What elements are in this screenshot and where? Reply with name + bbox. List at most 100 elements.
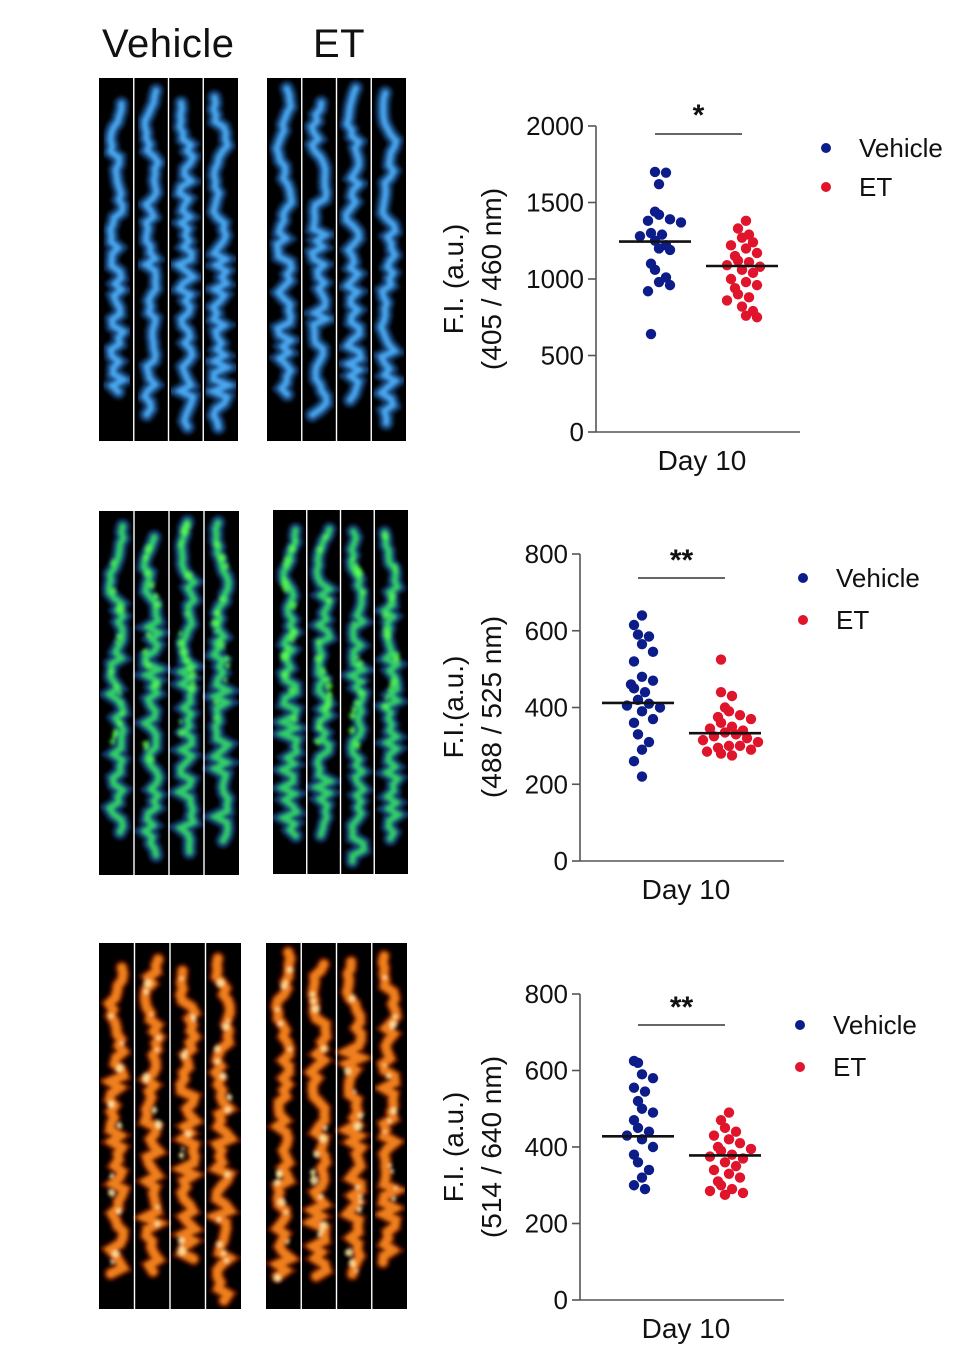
tubule-strip [336,524,378,869]
vehicle-data-point [647,1141,659,1153]
vehicle-data-point [636,1069,648,1080]
et-data-point [736,232,748,243]
vehicle-blue-image-panel [99,78,238,441]
legend-et-marker [798,615,808,625]
vehicle-data-point [647,1107,659,1118]
et-column-header: ET [313,22,366,66]
legend-vehicle-marker [795,1020,805,1030]
significance-label: ** [670,544,694,577]
tubule-strip [165,963,209,1267]
tubule-strip [198,515,239,849]
et-data-point [726,690,738,702]
et-data-point [704,723,716,734]
vehicle-data-point [643,736,655,748]
vehicle-data-point [628,1115,640,1126]
et-blue-image-panel [267,78,406,441]
et-data-point [747,267,759,279]
y-axis-label-units: (514 / 640 nm) [476,1056,507,1238]
tubule-strip [273,522,313,843]
et-data-point [701,746,713,757]
et-data-point [719,1157,731,1168]
et-data-point [751,312,763,323]
et-data-point [745,713,757,725]
vehicle-data-point [632,1057,644,1069]
tubule-strip [99,518,134,840]
legend-et-label: ET [833,1052,866,1082]
et-data-point [697,734,709,746]
vehicle-data-point [636,744,648,755]
legend-vehicle-marker [798,573,808,583]
et-data-point [740,276,752,288]
y-tick-label: 0 [554,846,568,876]
vehicle-data-point [675,217,687,228]
tubule-strip [369,85,406,431]
vehicle-data-point [664,244,676,256]
vehicle-data-point [636,638,648,650]
et-data-point [740,310,752,321]
tubule-strip [195,90,238,435]
et-data-point [726,1183,738,1195]
vehicle-data-point [632,1122,644,1134]
vehicle-data-point [653,276,665,288]
vehicle-data-point [636,706,648,717]
tubule-strip [300,522,346,843]
vehicle-data-point [645,227,657,239]
vehicle-data-point [647,713,659,725]
et-data-point [721,295,733,306]
significance-label: * [693,99,705,132]
x-axis-label: Day 10 [642,1313,731,1344]
et-data-point [723,740,735,752]
et-data-point [745,744,757,755]
legend-et-marker [795,1062,805,1072]
tubule-strip [164,514,208,860]
vehicle-data-point [636,671,648,682]
et-data-point [726,721,738,732]
tubule-strip [371,525,408,846]
et-data-point [751,247,763,259]
tubule-strip [295,956,337,1284]
chart-514-640: 0 200 400 600 800 F.I. (a.u.) (514 / 640 nm) Da… [420,965,959,1365]
y-tick-label: 200 [525,769,568,799]
y-axis-label: F.I.(a.u.) [438,656,469,759]
et-data-point [725,273,737,285]
et-data-point [723,1168,735,1179]
vehicle-data-point [628,656,640,667]
vehicle-data-point [628,683,640,694]
et-data-point [736,301,748,312]
et-data-point [715,717,727,729]
et-orange-image-panel [266,943,407,1309]
et-data-point [747,237,759,248]
y-tick-label: 400 [525,693,568,723]
vehicle-data-point [639,1183,651,1195]
vehicle-data-point [653,209,665,220]
vehicle-data-point [645,328,657,340]
et-data-point [715,748,727,759]
et-data-point [730,1160,742,1172]
et-data-point [734,1137,746,1149]
tubule-strip [99,96,139,400]
vehicle-data-point [642,215,654,227]
et-data-point [745,1143,757,1155]
vehicle-data-point [647,1072,659,1084]
y-tick-label: 1500 [526,188,584,218]
vehicle-data-point [664,279,676,291]
et-data-point [743,292,755,303]
y-tick-label: 500 [541,341,584,371]
vehicle-data-point [649,166,661,178]
vehicle-data-point [628,756,640,767]
et-data-point [708,1130,720,1141]
et-data-point [734,709,746,721]
et-data-point [730,1126,742,1137]
tubule-strip [300,95,343,423]
tubule-strip [368,948,407,1270]
tubule-strip [199,951,241,1308]
y-axis-label-units: (488 / 525 nm) [476,616,507,798]
vehicle-data-point [628,1082,640,1093]
et-data-point [737,1187,749,1199]
et-data-point [726,750,738,761]
tubule-strip [99,960,134,1282]
y-tick-label: 400 [525,1132,568,1162]
vehicle-data-point [628,1149,640,1160]
chart-405-460: 0 500 1000 1500 2000 F.I. (a.u.) (405 / 460 nm… [420,95,959,495]
vehicle-data-point [643,631,655,642]
